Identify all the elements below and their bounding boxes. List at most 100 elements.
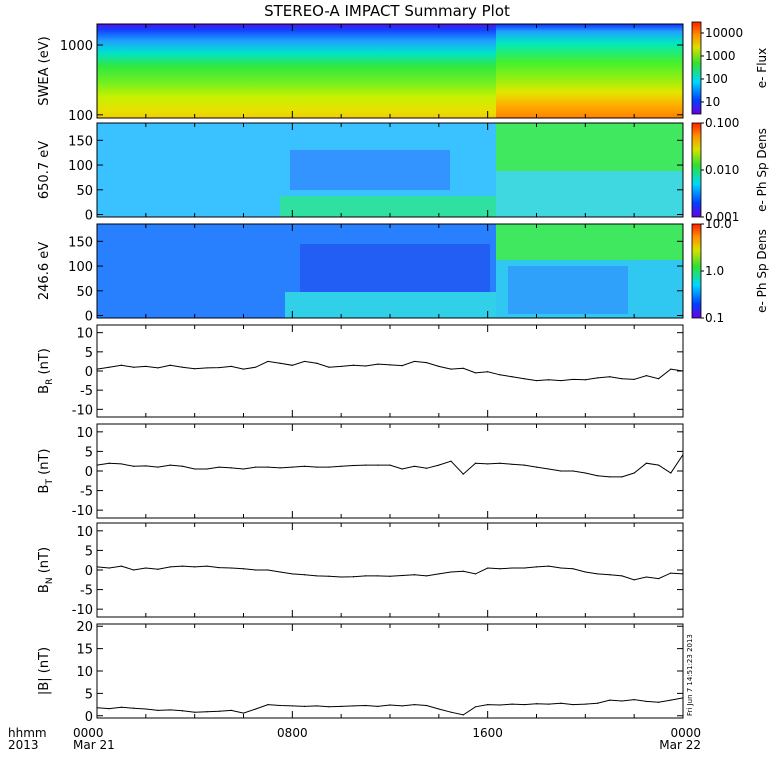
data-point-br bbox=[279, 362, 281, 364]
ytick-label-bn: 5 bbox=[85, 544, 93, 559]
data-point-bn bbox=[487, 567, 489, 569]
data-point-br bbox=[108, 366, 110, 368]
data-point-bn bbox=[157, 568, 159, 570]
pad650-post-top bbox=[496, 123, 683, 171]
data-point-bn bbox=[609, 574, 611, 576]
data-point-bn bbox=[511, 567, 513, 569]
data-point-bmag bbox=[255, 708, 257, 710]
data-point-bmag bbox=[352, 705, 354, 707]
data-point-br bbox=[535, 379, 538, 382]
ytick-label-bmag: 5 bbox=[85, 687, 93, 702]
data-point-bmag bbox=[108, 708, 110, 710]
data-point-bmag bbox=[670, 699, 672, 701]
colorbar-tick-label-pad246: 1.0 bbox=[705, 264, 724, 278]
data-point-bt bbox=[548, 468, 550, 470]
data-point-bt bbox=[145, 465, 147, 467]
ytick-label-bt: -10 bbox=[72, 504, 93, 519]
data-point-br bbox=[303, 360, 306, 363]
data-point-br bbox=[230, 365, 232, 367]
data-point-bt bbox=[377, 464, 379, 466]
ylabel-subscript: N bbox=[45, 577, 55, 584]
data-point-bmag bbox=[303, 705, 306, 707]
data-point-bt bbox=[413, 465, 416, 467]
data-point-bt bbox=[682, 453, 684, 456]
data-point-bt bbox=[657, 464, 660, 466]
data-point-bmag bbox=[389, 704, 391, 706]
data-point-bmag bbox=[633, 699, 635, 701]
data-point-bmag bbox=[682, 697, 684, 699]
panel-br-frame bbox=[96, 324, 684, 418]
data-point-bn bbox=[96, 566, 98, 568]
pad246-dip bbox=[300, 244, 490, 294]
ylabel-swea: SWEA (eV) bbox=[37, 36, 52, 105]
data-point-br bbox=[389, 364, 391, 366]
ytick-label-bt: -5 bbox=[80, 485, 93, 500]
data-point-bmag bbox=[145, 708, 147, 710]
plot-timestamp: Fri Jun 7 14:51:23 2013 bbox=[686, 634, 694, 716]
panel-pad650 bbox=[96, 122, 684, 218]
data-point-bt bbox=[194, 468, 196, 470]
pad246-post-top bbox=[496, 224, 683, 260]
data-point-bt bbox=[487, 463, 489, 465]
ylabel-pad246: 246.6 eV bbox=[37, 242, 52, 300]
data-point-br bbox=[657, 378, 660, 380]
panel-pad246 bbox=[96, 223, 684, 319]
pad650-dip bbox=[290, 150, 450, 190]
data-point-bt bbox=[96, 464, 98, 466]
ytick-label-swea: 100 bbox=[68, 109, 93, 124]
data-point-bt bbox=[670, 472, 672, 474]
data-point-bn bbox=[364, 575, 367, 577]
data-point-bt bbox=[401, 468, 403, 470]
data-point-bt bbox=[511, 463, 513, 465]
colorbar-tick-label-swea: 10000 bbox=[705, 26, 743, 40]
data-point-bt bbox=[572, 470, 574, 472]
data-point-br bbox=[377, 363, 379, 365]
ytick-label-bmag: 10 bbox=[76, 665, 93, 680]
pad246-bottom-band bbox=[285, 292, 496, 318]
data-point-br bbox=[499, 374, 501, 376]
colorbar-label-swea: e- Flux bbox=[755, 48, 769, 88]
data-point-bn bbox=[560, 567, 562, 569]
data-point-bmag bbox=[316, 705, 318, 707]
data-point-br bbox=[157, 367, 159, 369]
data-point-bn bbox=[108, 567, 110, 569]
colorbar-tick-label-pad246: 0.1 bbox=[705, 311, 724, 325]
data-point-br bbox=[242, 368, 245, 370]
data-point-bt bbox=[426, 467, 428, 469]
time-axis-row2-label: 2013 bbox=[8, 738, 39, 752]
data-point-br bbox=[401, 365, 403, 367]
ytick-label-bmag: 0 bbox=[85, 710, 93, 725]
data-point-br bbox=[621, 378, 623, 380]
data-point-bmag bbox=[120, 706, 123, 708]
plot-title: STEREO-A IMPACT Summary Plot bbox=[264, 2, 510, 20]
data-point-bmag bbox=[572, 703, 574, 706]
data-point-br bbox=[633, 378, 635, 381]
ytick-label-pad650: 150 bbox=[68, 134, 93, 149]
ytick-label-pad246: 0 bbox=[85, 310, 93, 325]
ytick-label-bn: 0 bbox=[85, 564, 93, 579]
data-point-bmag bbox=[169, 709, 171, 711]
data-point-br bbox=[291, 364, 293, 366]
data-point-bt bbox=[523, 464, 525, 466]
data-point-br bbox=[584, 379, 586, 381]
data-point-br bbox=[682, 370, 684, 372]
data-point-bn bbox=[450, 571, 452, 573]
ylabel-br: BR (nT) bbox=[37, 348, 55, 394]
data-point-bt bbox=[474, 462, 477, 464]
ylabel-bt: BT (nT) bbox=[37, 449, 55, 494]
data-point-br bbox=[133, 366, 135, 368]
ylabel-main: B bbox=[37, 584, 52, 593]
panel-bmag-frame bbox=[96, 623, 684, 719]
data-point-br bbox=[96, 368, 98, 370]
data-point-bt bbox=[609, 476, 611, 478]
swea-spectrogram-post bbox=[496, 24, 683, 118]
data-point-br bbox=[194, 368, 196, 370]
ytick-label-br: -5 bbox=[80, 384, 93, 399]
data-point-bn bbox=[377, 575, 379, 577]
data-point-bn bbox=[303, 574, 306, 576]
data-point-br bbox=[218, 366, 220, 369]
data-point-bt bbox=[596, 475, 599, 477]
data-point-br bbox=[328, 366, 330, 368]
data-point-bmag bbox=[426, 704, 428, 707]
